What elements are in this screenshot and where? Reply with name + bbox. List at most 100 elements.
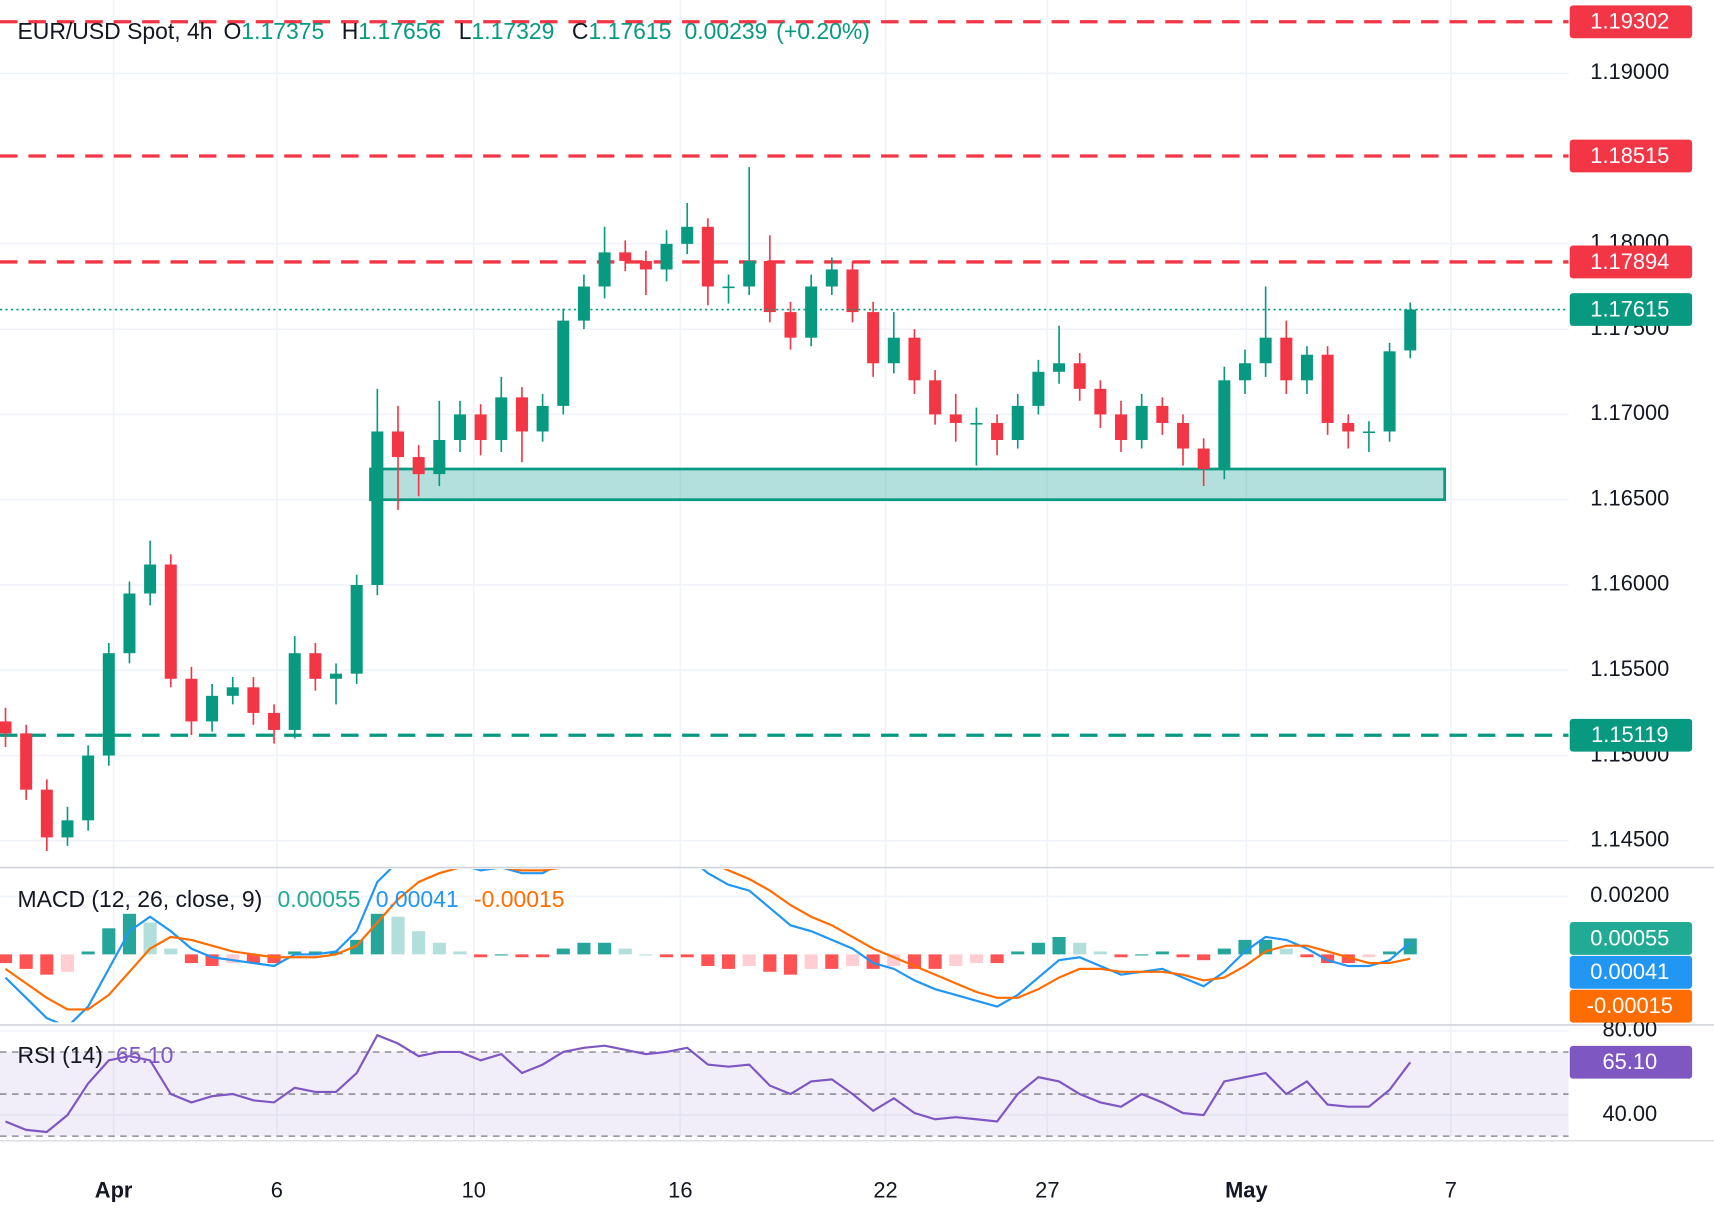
x-tick-label: May (1225, 1177, 1268, 1202)
macd-histogram-bar (1052, 936, 1066, 955)
y-tick-label: 1.16000 (1590, 571, 1669, 596)
macd-histogram-bar (969, 954, 983, 964)
candle-body (887, 337, 900, 364)
candle-body (20, 733, 33, 790)
price-pane (0, 20, 1569, 852)
candle-body (1342, 422, 1355, 432)
ohlc-value: 1.17615 (588, 18, 671, 44)
candle-body (639, 260, 652, 270)
candle-body (681, 226, 694, 244)
macd-histogram-bar (1403, 938, 1417, 955)
signal-line (4, 869, 1411, 1011)
macd-header: MACD (12, 26, close, 9) 0.00055 0.00041 -0.… (17, 886, 564, 912)
last-price-label: 1.17615 (1590, 296, 1669, 321)
macd-histogram-bar (825, 954, 839, 969)
candle-body (206, 695, 219, 722)
macd-histogram-bar (226, 954, 240, 964)
macd-histogram-bar (928, 954, 942, 969)
macd-histogram-bar (1362, 954, 1376, 958)
candle-body (144, 564, 157, 594)
candle-body (1259, 337, 1272, 364)
macd-histogram-bar (205, 954, 219, 966)
rsi-title: RSI (14) (17, 1042, 102, 1068)
x-tick-label: Apr (95, 1177, 133, 1202)
level-label-box (1569, 718, 1693, 752)
ohlc-label: L (459, 18, 472, 44)
candle-body (908, 337, 921, 381)
macd-histogram-bar (267, 954, 281, 964)
candle-body (722, 286, 735, 289)
candle-body (1321, 354, 1334, 423)
macd-histogram-bar (1321, 954, 1335, 964)
candle-body (557, 320, 570, 406)
macd-histogram-bar (391, 916, 405, 955)
macd-value: 0.00055 (278, 886, 361, 912)
candle-body (123, 593, 136, 654)
macd-value-label-box (1569, 989, 1693, 1023)
macd-histogram-bar (184, 954, 198, 964)
macd-histogram-bar (246, 954, 260, 964)
macd-histogram-bar (1031, 942, 1045, 955)
rsi-pane (0, 1033, 1569, 1137)
candle-body (1032, 371, 1045, 406)
rsi-header: RSI (14) 65.10 (17, 1042, 173, 1068)
macd-histogram-bar (453, 951, 467, 955)
level-label-box (1569, 139, 1693, 173)
level-label: 1.18515 (1590, 143, 1669, 168)
candle-body (1053, 363, 1066, 372)
candle-body (1404, 309, 1417, 351)
rsi-value-label: 65.10 (1602, 1049, 1657, 1074)
macd-histogram-bar (1011, 951, 1025, 955)
ohlc-value: 1.17375 (241, 18, 324, 44)
y-tick-label: 0.00200 (1590, 882, 1669, 907)
macd-histogram-bar (536, 954, 550, 958)
candle-body (701, 226, 714, 287)
candle-body (0, 721, 12, 734)
macd-histogram-bar (639, 954, 653, 956)
level-label-box (1569, 5, 1693, 39)
macd-histogram-bar (721, 954, 736, 969)
macd-histogram-bar (288, 951, 302, 955)
level-label: 1.17894 (1590, 249, 1669, 274)
rsi-line (5, 1033, 1412, 1134)
candle-body (288, 653, 301, 730)
macd-histogram-bar (494, 954, 508, 956)
candle-body (784, 312, 797, 338)
macd-histogram-bar (783, 954, 798, 975)
y-tick-label: 1.16500 (1590, 485, 1669, 510)
candle-body (391, 431, 405, 458)
macd-histogram-bar (742, 954, 756, 966)
candle-body (619, 252, 632, 261)
macd-value-label: 0.00055 (1590, 925, 1669, 950)
y-tick-label: 1.15500 (1590, 656, 1669, 681)
macd-value-label: 0.00041 (1590, 959, 1669, 984)
candle-body (1156, 405, 1169, 423)
macd-histogram-bar (1093, 951, 1107, 955)
candle-body (763, 260, 776, 313)
macd-histogram-bar (412, 931, 426, 955)
macd-histogram-bar (618, 948, 632, 955)
macd-histogram-bar (40, 954, 54, 975)
macd-value-label: -0.00015 (1587, 993, 1673, 1018)
candle-body (226, 687, 239, 696)
title: EUR/USD Spot, 4h (17, 18, 212, 44)
candle-body (846, 269, 859, 313)
candle-body (433, 440, 446, 475)
macd-histogram-bar (1217, 948, 1231, 955)
macd-histogram-bar (659, 954, 674, 958)
macd-histogram-bar (1341, 954, 1355, 964)
macd-histogram-bar (577, 942, 591, 955)
candle-body (970, 422, 983, 425)
macd-histogram-bar (0, 954, 13, 964)
candle-body (949, 414, 962, 423)
macd-value: 0.00041 (376, 886, 459, 912)
candle-body (536, 405, 549, 432)
candle-body (1115, 414, 1128, 441)
candle-body (1094, 388, 1107, 415)
macd-histogram-bar (1279, 948, 1293, 955)
candle-body (1280, 337, 1293, 381)
candle-body (825, 269, 838, 287)
macd-histogram-bar (515, 954, 529, 958)
